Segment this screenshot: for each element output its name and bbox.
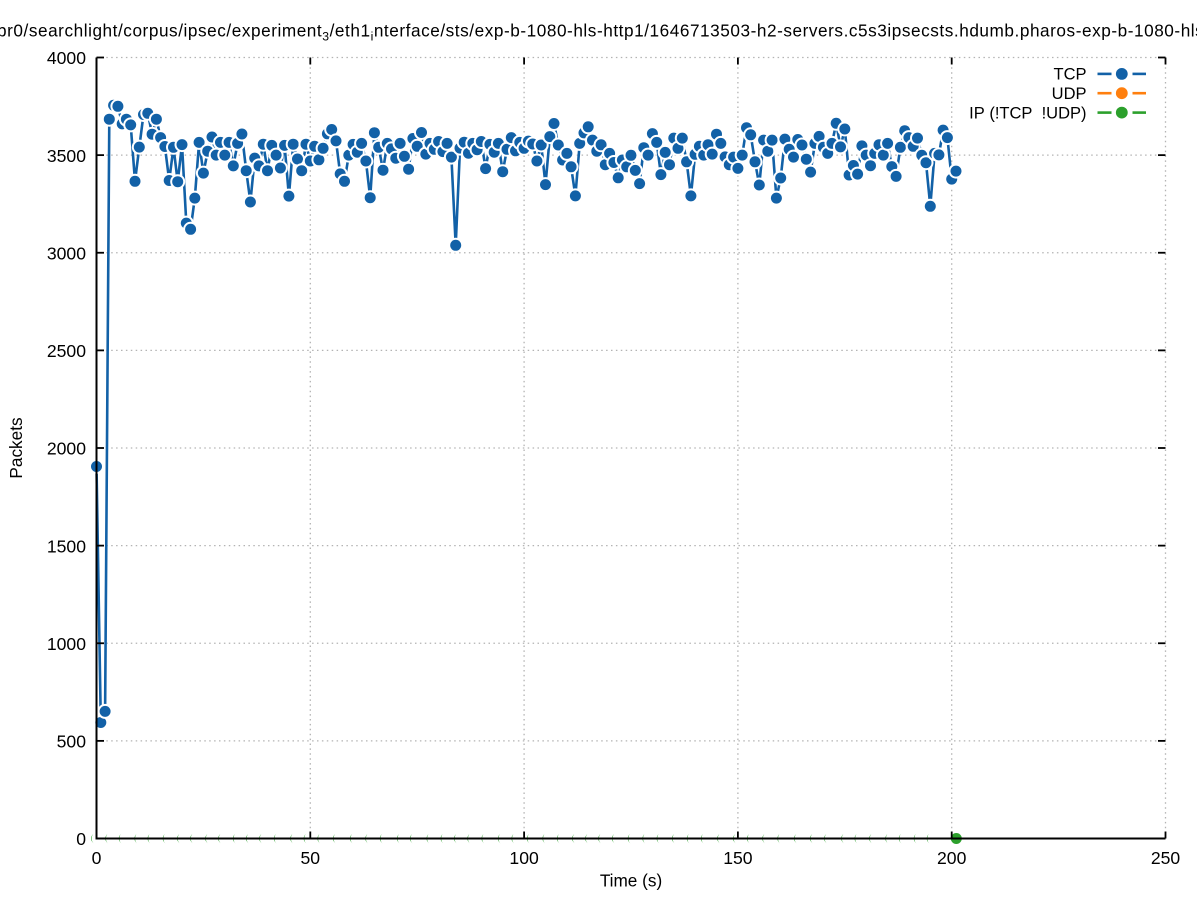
svg-text:0: 0: [92, 848, 102, 868]
svg-text:100: 100: [509, 848, 539, 868]
svg-text:Time (s): Time (s): [600, 871, 662, 891]
svg-text:250: 250: [1151, 848, 1181, 868]
svg-text:UDP: UDP: [1052, 85, 1087, 103]
svg-text:4000: 4000: [47, 48, 86, 68]
svg-text:500: 500: [57, 732, 87, 752]
svg-text:Packets: Packets: [6, 417, 26, 478]
svg-text:1000: 1000: [47, 634, 86, 654]
svg-text:200: 200: [937, 848, 967, 868]
svg-text:150: 150: [723, 848, 753, 868]
svg-text:br0/searchlight/corpus/ipsec/e: br0/searchlight/corpus/ipsec/experiment3…: [0, 21, 1197, 44]
svg-text:1500: 1500: [47, 536, 86, 556]
svg-text:50: 50: [301, 848, 321, 868]
svg-text:TCP: TCP: [1054, 66, 1087, 84]
svg-text:3000: 3000: [47, 244, 86, 264]
svg-text:IP (!TCP !UDP): IP (!TCP !UDP): [969, 104, 1086, 122]
svg-text:0: 0: [76, 829, 86, 849]
svg-text:3500: 3500: [47, 146, 86, 166]
svg-text:2000: 2000: [47, 439, 86, 459]
svg-text:2500: 2500: [47, 341, 86, 361]
